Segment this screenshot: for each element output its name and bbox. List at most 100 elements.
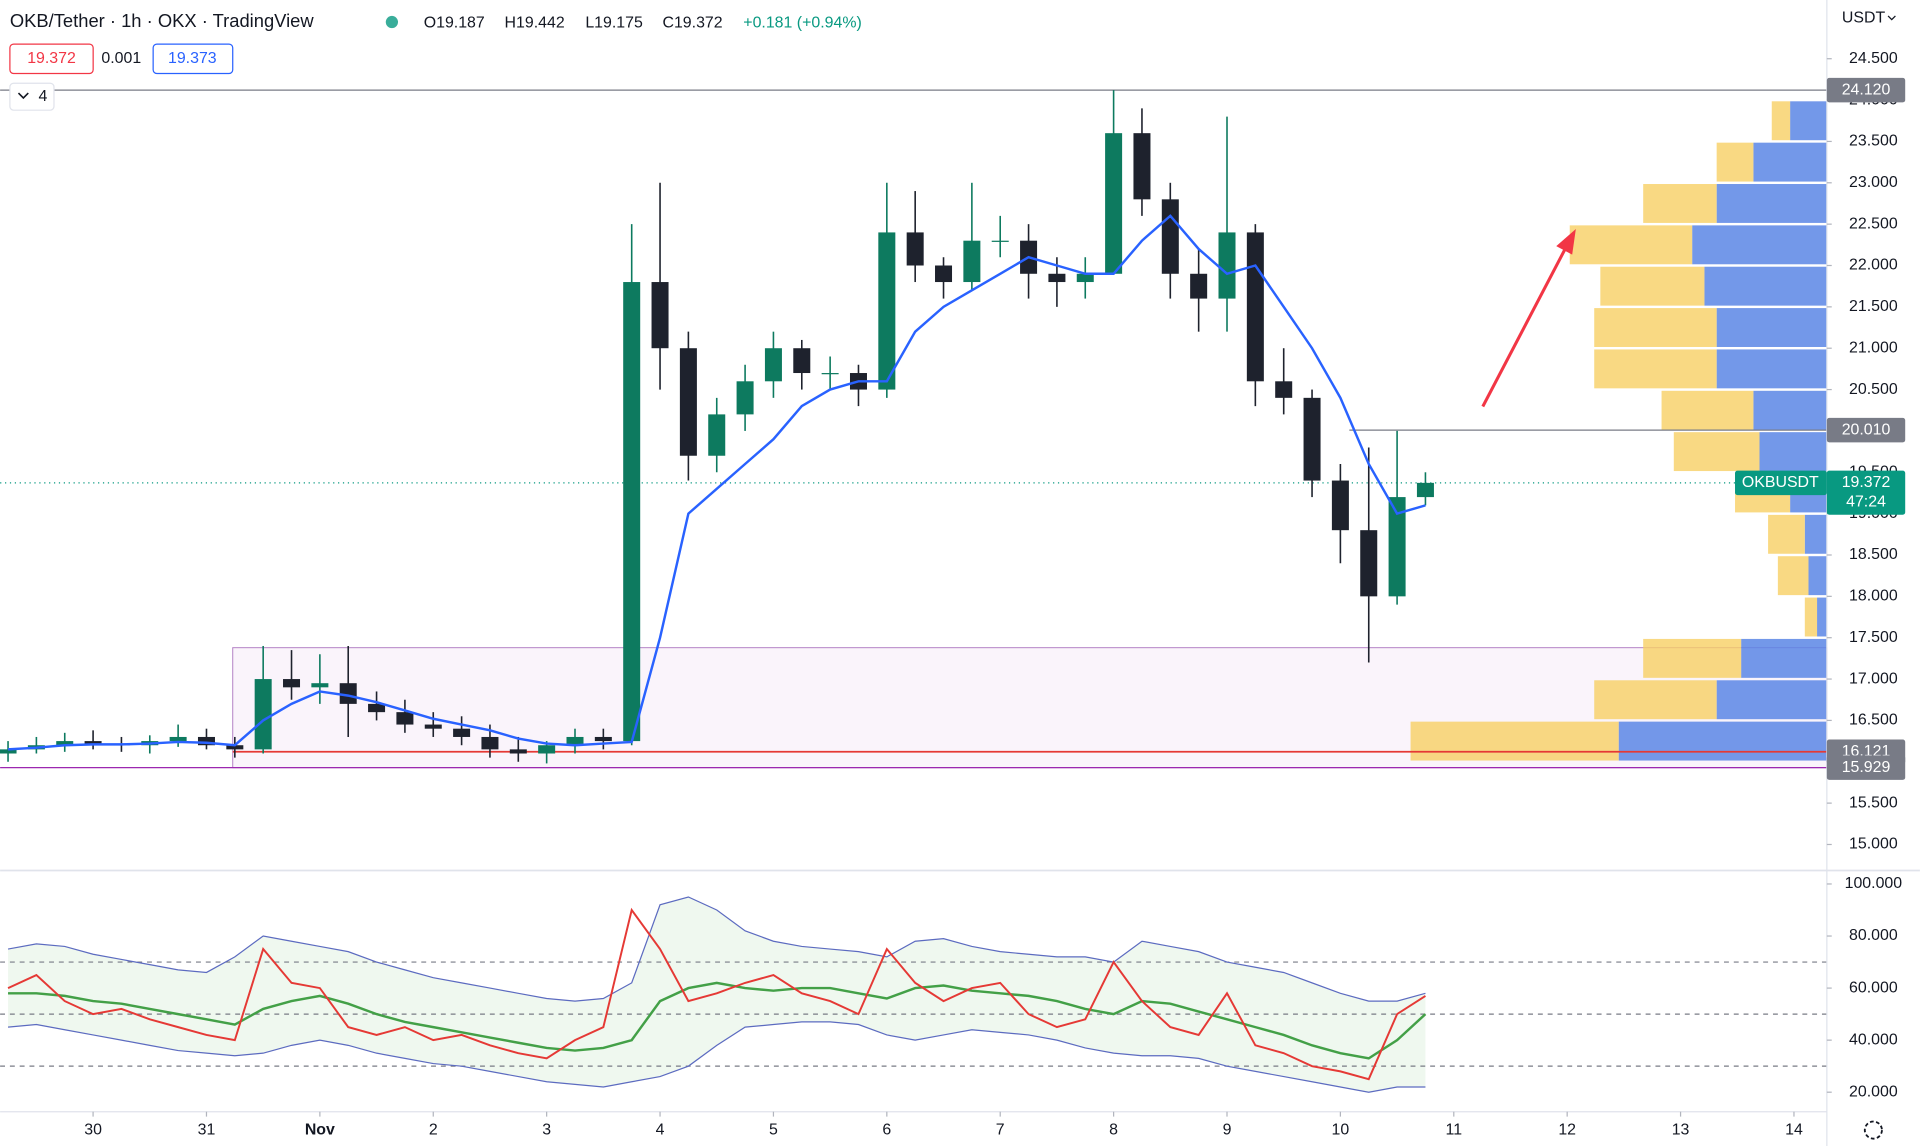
y-tick-label: 24.500	[1849, 50, 1898, 67]
candle-body	[1246, 232, 1264, 382]
band-upper	[7, 896, 1426, 1002]
volume-profile-buy	[1716, 184, 1827, 223]
x-tick-label: 7	[996, 1121, 1005, 1138]
y-tick-label: 21.000	[1849, 339, 1898, 356]
candle-body	[963, 240, 981, 283]
candle-body	[793, 348, 811, 374]
candle-body	[0, 749, 17, 754]
candle-body	[1076, 273, 1094, 283]
volume-profile-sell	[1771, 101, 1791, 141]
price-line-label: 15.929	[1842, 759, 1891, 776]
candle-body	[1303, 397, 1321, 481]
rsi-plot	[0, 896, 1827, 1093]
y-tick-label: 22.000	[1849, 257, 1898, 274]
volume-profile-sell	[1643, 638, 1742, 678]
candle-body	[283, 679, 301, 688]
x-tick-label: 14	[1785, 1121, 1803, 1138]
y-tick-label: 17.500	[1849, 629, 1898, 646]
rsi-line	[7, 907, 1426, 1081]
candle-body	[339, 683, 357, 704]
buy-box[interactable]	[152, 43, 234, 75]
volume-profile-sell	[1777, 556, 1809, 596]
rsi-y-tick-label: 60.000	[1849, 979, 1898, 996]
volume-profile-buy	[1716, 680, 1827, 720]
currency[interactable]: USDT	[1842, 10, 1886, 27]
candle-body	[509, 749, 527, 754]
candle-body	[736, 381, 754, 415]
overlay: OKB/Tether · 1h · OKX · TradingView O19.…	[9, 10, 1896, 1140]
volume-profile-sell	[1661, 390, 1754, 430]
market-status	[385, 15, 399, 29]
volume-profile-buy	[1618, 721, 1827, 761]
indicator-count: 4	[39, 88, 48, 105]
rsi-y-tick-label: 100.000	[1845, 875, 1903, 892]
y-tick-label: 15.000	[1849, 836, 1898, 853]
y-tick-label: 18.500	[1849, 546, 1898, 563]
symbol-title: OKB/Tether · 1h · OKX · TradingView	[10, 10, 314, 31]
arrow-shaft	[1481, 244, 1569, 408]
rsi-y-tick-label: 80.000	[1849, 927, 1898, 944]
volume-profile-sell	[1804, 597, 1818, 637]
y-tick-label: 20.500	[1849, 381, 1898, 398]
candle-body	[764, 348, 782, 382]
volume-profile-sell	[1594, 680, 1717, 720]
x-tick-label: 8	[1109, 1121, 1118, 1138]
price-line-label: 20.010	[1842, 421, 1891, 438]
ask-price: 19.373	[168, 50, 217, 67]
y-tick-label: 21.500	[1849, 298, 1898, 315]
candle-body	[1360, 530, 1378, 597]
x-tick-label: 5	[769, 1121, 778, 1138]
price-line-label-bg	[1826, 755, 1906, 780]
ohlc-open: O19.187	[424, 14, 485, 31]
candle-body	[623, 282, 641, 742]
settings-icon[interactable]	[1863, 1120, 1883, 1140]
rsi-y-tick-label: 20.000	[1849, 1083, 1898, 1100]
spread: 0.001	[101, 50, 141, 67]
volume-profile-buy	[1808, 556, 1827, 596]
currency-chevron	[1887, 15, 1896, 21]
volume-profile-sell	[1410, 721, 1619, 761]
candle-body	[424, 724, 442, 729]
ohlc-low: L19.175	[585, 14, 643, 31]
volume-profile-sell	[1600, 266, 1705, 306]
candle-body	[481, 736, 499, 750]
candle-body	[566, 736, 584, 746]
price-line-label-bg	[1826, 77, 1906, 103]
y-tick-label: 17.000	[1849, 670, 1898, 687]
candle-body	[594, 736, 612, 742]
candle-body	[1275, 381, 1293, 398]
rsi-y-tick-label: 40.000	[1849, 1031, 1898, 1048]
candle-body	[821, 373, 839, 375]
volume-profile-sell	[1594, 349, 1717, 389]
candle-body	[1416, 482, 1434, 498]
volume-profile-buy	[1804, 514, 1827, 554]
volume-profile-buy	[1759, 432, 1827, 472]
candle-body	[311, 683, 329, 688]
x-tick-label: 30	[84, 1121, 102, 1138]
volume-profile-buy	[1790, 101, 1827, 141]
candle-body	[197, 736, 215, 746]
volume-profile-buy	[1716, 308, 1827, 347]
volume-profile-sell	[1569, 225, 1693, 265]
indicators-toggle[interactable]	[9, 82, 55, 111]
candle-body	[878, 232, 896, 390]
bar-countdown: 47:24	[1846, 494, 1886, 511]
sell-box[interactable]	[9, 43, 94, 75]
candle-body	[906, 232, 924, 266]
bid-price: 19.372	[27, 50, 76, 67]
y-tick-label: 23.500	[1849, 133, 1898, 150]
candle-body	[368, 703, 386, 713]
arrow-head	[1556, 228, 1576, 255]
ohlc-close: C19.372	[662, 14, 722, 31]
candle-body	[935, 265, 953, 283]
volume-profile-sell	[1594, 308, 1717, 347]
candle-body	[538, 745, 556, 754]
trend-arrow	[1481, 228, 1576, 408]
volume-profile-buy	[1753, 142, 1827, 182]
ema-line	[7, 214, 1426, 751]
volume-profile-buy	[1753, 390, 1827, 430]
volume-profile-buy	[1716, 349, 1827, 389]
current-price-label: 19.372	[1842, 474, 1891, 491]
x-tick-label: 3	[542, 1121, 551, 1138]
